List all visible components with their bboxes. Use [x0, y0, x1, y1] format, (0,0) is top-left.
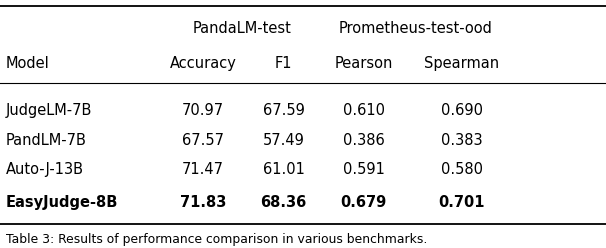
- Text: 71.47: 71.47: [182, 162, 224, 177]
- Text: 0.580: 0.580: [441, 162, 483, 177]
- Text: 68.36: 68.36: [261, 195, 307, 210]
- Text: EasyJudge-8B: EasyJudge-8B: [6, 195, 118, 210]
- Text: 61.01: 61.01: [262, 162, 305, 177]
- Text: Model: Model: [6, 56, 50, 71]
- Text: 0.386: 0.386: [343, 133, 384, 148]
- Text: 0.383: 0.383: [441, 133, 482, 148]
- Text: JudgeLM-7B: JudgeLM-7B: [6, 103, 93, 118]
- Text: 0.701: 0.701: [439, 195, 485, 210]
- Text: 57.49: 57.49: [262, 133, 305, 148]
- Text: F1: F1: [275, 56, 292, 71]
- Text: 67.57: 67.57: [182, 133, 224, 148]
- Text: PandLM-7B: PandLM-7B: [6, 133, 87, 148]
- Text: 0.610: 0.610: [342, 103, 385, 118]
- Text: Accuracy: Accuracy: [170, 56, 236, 71]
- Text: Spearman: Spearman: [424, 56, 499, 71]
- Text: Prometheus-test-ood: Prometheus-test-ood: [338, 21, 492, 36]
- Text: Auto-J-13B: Auto-J-13B: [6, 162, 84, 177]
- Text: Pearson: Pearson: [335, 56, 393, 71]
- Text: 70.97: 70.97: [182, 103, 224, 118]
- Text: 0.690: 0.690: [441, 103, 483, 118]
- Text: 0.591: 0.591: [342, 162, 385, 177]
- Text: PandaLM-test: PandaLM-test: [193, 21, 292, 36]
- Text: 0.679: 0.679: [341, 195, 387, 210]
- Text: 71.83: 71.83: [180, 195, 226, 210]
- Text: 67.59: 67.59: [262, 103, 305, 118]
- Text: Table 3: Results of performance comparison in various benchmarks.: Table 3: Results of performance comparis…: [6, 233, 427, 246]
